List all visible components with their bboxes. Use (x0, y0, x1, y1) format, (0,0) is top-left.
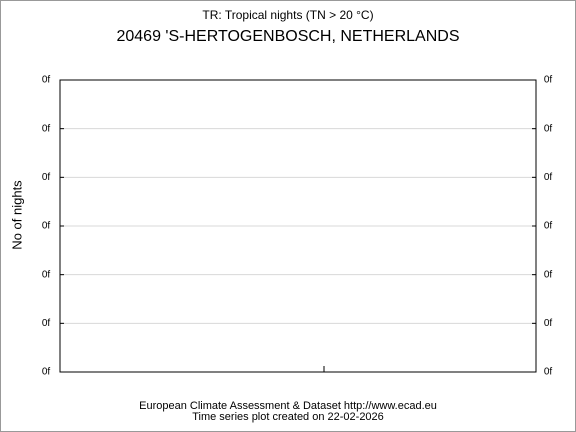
y-tick-label: 0f (42, 75, 51, 86)
plot-frame (59, 79, 537, 373)
y2-tick-label: 0f (544, 318, 553, 329)
chart-title: TR: Tropical nights (TN > 20 °C) (202, 8, 373, 22)
y-tick-label: 0f (42, 221, 51, 232)
y2-tick-label: 0f (544, 172, 553, 183)
y2-tick-label: 0f (544, 75, 553, 86)
footer: European Climate Assessment & Dataset ht… (139, 400, 437, 412)
y-tick-label: 0f (42, 269, 51, 280)
y-tick-label: 0f (42, 123, 51, 134)
y2-tick-label: 0f (544, 367, 553, 378)
y-tick-label: 0f (42, 172, 51, 183)
y2-tick-label: 0f (544, 269, 553, 280)
y-axis-label: No of nights (9, 180, 24, 250)
footer: Time series plot created on 22-02-2026 (192, 411, 384, 423)
chart-subtitle: 20469 'S-HERTOGENBOSCH, NETHERLANDS (116, 28, 459, 45)
y2-tick-label: 0f (544, 123, 553, 134)
y2-tick-label: 0f (544, 221, 553, 232)
y-tick-label: 0f (42, 318, 51, 329)
y-tick-label: 0f (42, 367, 51, 378)
